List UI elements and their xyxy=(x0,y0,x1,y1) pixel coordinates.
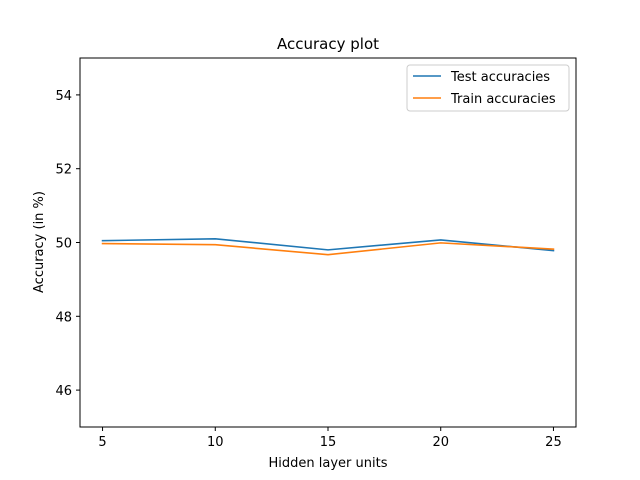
legend-label: Test accuracies xyxy=(450,70,550,85)
x-tick-label: 5 xyxy=(98,435,106,450)
y-tick-label: 52 xyxy=(55,163,72,178)
y-tick-label: 46 xyxy=(55,384,72,399)
y-axis-label: Accuracy (in %) xyxy=(32,191,47,293)
legend-label: Train accuracies xyxy=(450,92,556,107)
x-tick-label: 20 xyxy=(432,435,449,450)
chart-title: Accuracy plot xyxy=(277,35,379,53)
y-tick-label: 50 xyxy=(55,237,72,252)
plot-area xyxy=(80,58,576,427)
y-tick-label: 48 xyxy=(55,310,72,325)
x-tick-label: 25 xyxy=(545,435,562,450)
x-axis: 5 10 15 20 25 xyxy=(98,427,562,450)
y-axis: 46 48 50 52 54 xyxy=(55,89,80,399)
x-axis-label: Hidden layer units xyxy=(269,456,388,471)
x-tick-label: 10 xyxy=(207,435,224,450)
y-tick-label: 54 xyxy=(55,89,72,104)
x-tick-label: 15 xyxy=(320,435,337,450)
legend-box xyxy=(406,64,570,112)
series-line-train xyxy=(101,242,555,256)
series-line-test xyxy=(101,238,555,252)
legend: Test accuracies Train accuracies xyxy=(406,64,570,112)
series-layer xyxy=(101,238,555,256)
